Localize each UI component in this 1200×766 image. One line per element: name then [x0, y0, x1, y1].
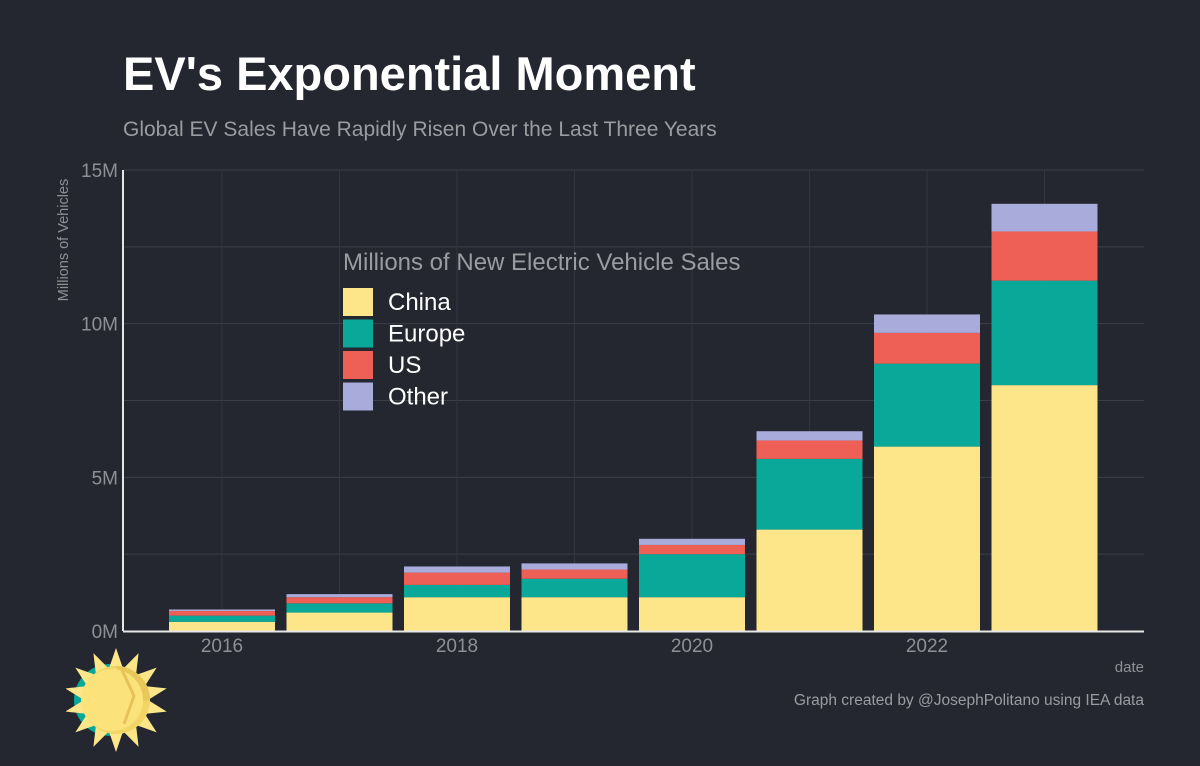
bar-segment-other-2019	[521, 563, 628, 570]
bar-segment-china-2023	[991, 385, 1098, 631]
x-tick-label: 2018	[436, 636, 478, 657]
legend-title: Millions of New Electric Vehicle Sales	[343, 249, 741, 276]
x-tick-label: 2022	[906, 636, 948, 657]
legend-swatch-china	[343, 288, 373, 316]
bar-segment-us-2021	[756, 440, 863, 459]
x-tick-label: 2016	[201, 636, 243, 657]
bar-segment-other-2023	[991, 203, 1098, 232]
bar-segment-us-2017	[286, 597, 393, 604]
bar-segment-us-2023	[991, 231, 1098, 281]
grid-lines	[123, 169, 1144, 631]
source-credit: Graph created by @JosephPolitano using I…	[793, 692, 1144, 709]
x-axis-ticks: 2016 2018 2020 2022	[201, 636, 948, 657]
bar-segment-other-2018	[404, 566, 510, 573]
bar-segment-china-2020	[639, 597, 745, 631]
legend-swatch-other	[343, 382, 373, 411]
bar-segment-other-2022	[874, 314, 980, 333]
y-tick-label: 5M	[92, 468, 118, 489]
bar-segment-other-2021	[756, 431, 863, 441]
bar-segment-other-2020	[639, 538, 745, 545]
bar-segment-other-2017	[286, 594, 393, 598]
x-axis-label: date	[1115, 659, 1144, 676]
y-axis-label: Millions of Vehicles	[56, 179, 72, 302]
y-tick-label: 10M	[81, 315, 118, 336]
legend-label-other: Other	[388, 384, 448, 411]
chart-subtitle: Global EV Sales Have Rapidly Risen Over …	[123, 118, 717, 141]
bar-segment-china-2017	[286, 612, 393, 631]
chart-title: EV's Exponential Moment	[123, 47, 696, 100]
bar-segment-other-2016	[169, 609, 275, 612]
y-tick-label: 15M	[81, 161, 118, 182]
bar-segment-china-2019	[521, 597, 628, 631]
y-tick-label: 0M	[92, 622, 118, 643]
bar-segment-europe-2017	[286, 603, 393, 613]
bar-segment-europe-2018	[404, 584, 510, 598]
x-tick-label: 2020	[671, 636, 713, 657]
legend-label-us: US	[388, 352, 421, 379]
legend-label-china: China	[388, 289, 451, 316]
y-axis-ticks: 0M 5M 10M 15M	[81, 161, 118, 643]
bar-segment-europe-2022	[874, 363, 980, 447]
bar-segment-us-2016	[169, 611, 275, 616]
bar-segment-china-2016	[169, 621, 275, 631]
legend-label-europe: Europe	[388, 321, 465, 348]
bar-segment-china-2022	[874, 446, 980, 631]
bar-segment-us-2018	[404, 572, 510, 585]
bar-segment-europe-2019	[521, 578, 628, 598]
legend-swatch-us	[343, 351, 373, 379]
bar-segment-us-2020	[639, 544, 745, 555]
legend-swatch-europe	[343, 319, 373, 348]
bars-group	[169, 203, 1098, 631]
bar-segment-us-2019	[521, 569, 628, 579]
bar-segment-china-2018	[404, 597, 510, 631]
bar-segment-china-2021	[756, 529, 863, 631]
bar-segment-europe-2020	[639, 554, 745, 598]
bar-segment-europe-2021	[756, 458, 863, 530]
bar-segment-europe-2023	[991, 280, 1098, 386]
bar-segment-us-2022	[874, 332, 980, 364]
bar-segment-europe-2016	[169, 615, 275, 622]
legend: Millions of New Electric Vehicle Sales C…	[343, 249, 741, 411]
sun-logo-icon	[66, 648, 167, 752]
